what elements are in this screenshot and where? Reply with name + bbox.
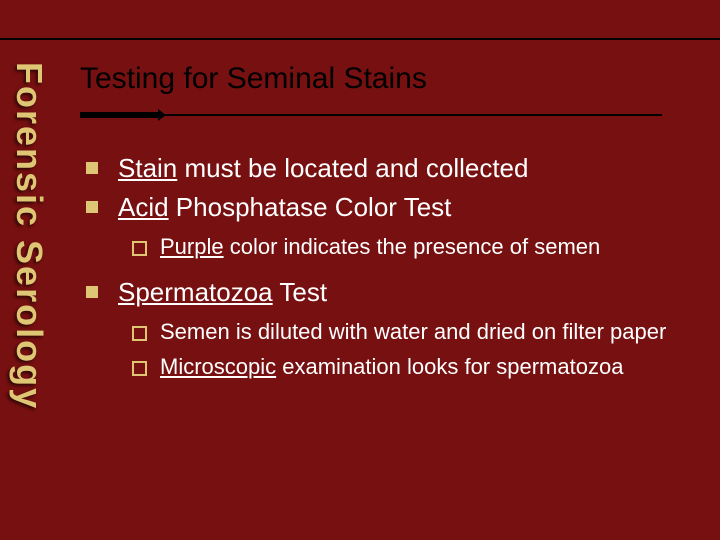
underlined-word: Purple [160, 234, 224, 259]
sidebar-title: Forensic Serology [8, 62, 50, 410]
bullet-text: must be located and collected [177, 153, 528, 183]
bullet-text: color indicates the presence of semen [224, 234, 601, 259]
list-item: Microscopic examination looks for sperma… [118, 353, 700, 382]
bullet-text: Phosphatase Color Test [169, 192, 452, 222]
bullet-list: Stain must be located and collected Acid… [80, 152, 700, 381]
bullet-text: examination looks for spermatozoa [276, 354, 623, 379]
underlined-word: Acid [118, 192, 169, 222]
bullet-text: Semen is diluted with water and dried on… [160, 319, 666, 344]
top-divider [0, 38, 720, 40]
title-underline [80, 106, 680, 112]
list-item: Semen is diluted with water and dried on… [118, 318, 700, 347]
sub-list: Semen is diluted with water and dried on… [118, 318, 700, 381]
slide-title: Testing for Seminal Stains [80, 62, 700, 96]
list-item: Spermatozoa Test Semen is diluted with w… [80, 276, 700, 382]
underlined-word: Microscopic [160, 354, 276, 379]
bullet-text: Test [273, 277, 327, 307]
underlined-word: Spermatozoa [118, 277, 273, 307]
list-item: Stain must be located and collected [80, 152, 700, 185]
slide-content: Testing for Seminal Stains Stain must be… [80, 62, 700, 395]
list-item: Purple color indicates the presence of s… [118, 233, 700, 262]
list-item: Acid Phosphatase Color Test Purple color… [80, 191, 700, 262]
sub-list: Purple color indicates the presence of s… [118, 233, 700, 262]
underlined-word: Stain [118, 153, 177, 183]
